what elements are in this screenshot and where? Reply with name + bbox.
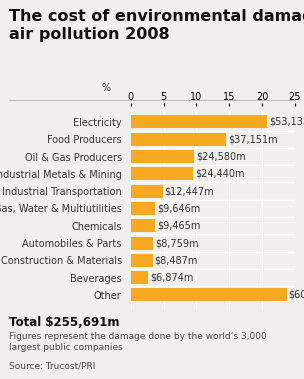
Text: $37,151m: $37,151m xyxy=(228,134,278,144)
Text: $24,580m: $24,580m xyxy=(196,152,245,161)
Bar xyxy=(131,271,148,284)
Text: $24,440m: $24,440m xyxy=(195,169,245,179)
Bar xyxy=(131,288,287,301)
Bar xyxy=(131,116,267,128)
Bar xyxy=(131,168,193,180)
Text: $6,874m: $6,874m xyxy=(150,273,194,283)
Text: Total $255,691m: Total $255,691m xyxy=(9,316,119,329)
Bar xyxy=(131,185,163,197)
Text: $12,447m: $12,447m xyxy=(165,186,214,196)
Text: %: % xyxy=(101,83,110,93)
Text: $53,133m: $53,133m xyxy=(269,117,304,127)
Bar xyxy=(131,254,153,267)
Text: $9,646m: $9,646m xyxy=(157,204,201,213)
Text: Source: Trucost/PRI: Source: Trucost/PRI xyxy=(9,362,95,371)
Text: $9,465m: $9,465m xyxy=(157,221,200,231)
Text: $60,709m: $60,709m xyxy=(288,290,304,300)
Text: $8,487m: $8,487m xyxy=(154,255,198,265)
Text: The cost of environmental damage by
air pollution 2008: The cost of environmental damage by air … xyxy=(9,9,304,42)
Bar xyxy=(131,219,155,232)
Bar xyxy=(131,133,226,146)
Text: largest public companies: largest public companies xyxy=(9,343,123,352)
Bar xyxy=(131,236,153,249)
Bar xyxy=(131,150,194,163)
Text: $8,759m: $8,759m xyxy=(155,238,199,248)
Text: Figures represent the damage done by the world’s 3,000: Figures represent the damage done by the… xyxy=(9,332,267,341)
Bar xyxy=(131,202,155,215)
